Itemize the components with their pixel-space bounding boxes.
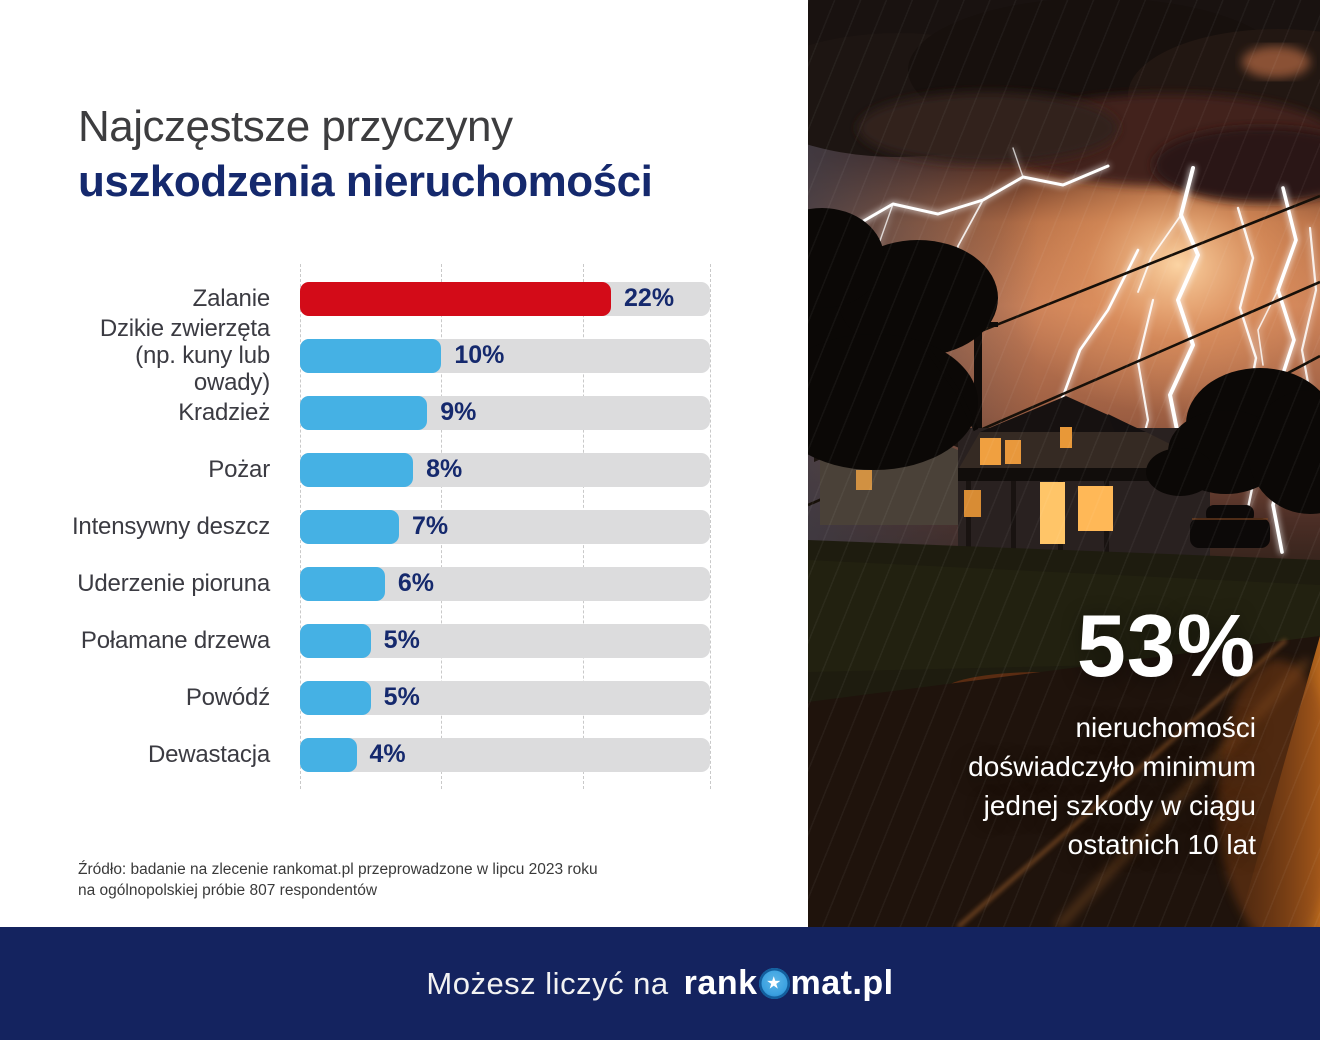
bar-track: 7% <box>300 509 710 544</box>
bar-track: 10% <box>300 338 710 373</box>
bar-value-label: 9% <box>440 397 477 426</box>
storm-clouds <box>808 0 1320 203</box>
bar-value-label: 8% <box>426 454 463 483</box>
logo-circle: ★ <box>758 968 790 999</box>
bar-fill <box>300 680 371 715</box>
bar-category-label: Zalanie <box>192 285 271 312</box>
bar-value-label: 6% <box>397 568 434 597</box>
tree-silhouettes <box>808 208 1320 514</box>
logo-text-prefix: rank <box>683 964 758 1002</box>
bar-category-label: Powódź <box>185 684 270 711</box>
bar-value-label: 22% <box>624 283 675 312</box>
bar-track: 5% <box>300 680 710 715</box>
wet-road <box>808 636 1320 927</box>
bar-track: 6% <box>300 566 710 601</box>
title-line-2: uszkodzenia nieruchomości <box>78 157 653 207</box>
bar-fill <box>300 338 442 373</box>
bar-category-label: Dzikie zwierzęta (np. kuny lub owady) <box>99 315 270 396</box>
bar-value-label: 5% <box>383 682 420 711</box>
bar-track: 22% <box>300 281 710 316</box>
stat-value: 53% <box>1076 596 1256 695</box>
bar-fill <box>300 509 399 544</box>
bar-fill <box>300 452 414 487</box>
bar-fill <box>300 737 357 772</box>
chart-row: Intensywny deszcz 7% <box>60 498 710 555</box>
bar-track: 4% <box>300 737 710 772</box>
bar-track: 5% <box>300 623 710 658</box>
star-icon: ★ <box>766 973 782 993</box>
chart-panel: Najczęstsze przyczyny uszkodzenia nieruc… <box>60 99 711 901</box>
stat-line: doświadczyło minimum <box>968 751 1256 782</box>
storm-photo: 53% nieruchomości doświadczyło minimum j… <box>808 0 1320 927</box>
stat-line: jednej szkody w ciągu <box>983 790 1256 821</box>
gridline <box>710 264 711 789</box>
chart-row: Połamane drzewa 5% <box>60 612 710 669</box>
bar-category-label: Intensywny deszcz <box>71 513 270 540</box>
bar-fill <box>300 395 428 430</box>
car-silhouette <box>1190 505 1270 548</box>
bar-category-label: Uderzenie pioruna <box>77 570 270 597</box>
stat-block: 53% nieruchomości doświadczyło minimum j… <box>968 598 1256 864</box>
page-title: Najczęstsze przyczyny uszkodzenia nieruc… <box>78 99 653 209</box>
bar-value-label: 7% <box>411 511 449 540</box>
stat-line: ostatnich 10 lat <box>1067 829 1256 860</box>
title-line-1: Najczęstsze przyczyny <box>78 102 513 152</box>
bar-category-label: Pożar <box>208 456 270 483</box>
bar-fill <box>300 623 371 658</box>
bar-category-label: Kradzież <box>178 399 270 426</box>
bar-fill <box>300 566 385 601</box>
source-line-1: Źródło: badanie na zlecenie rankomat.pl … <box>78 860 598 878</box>
bar-category-label: Dewastacja <box>147 741 270 768</box>
chart-row: Powódź 5% <box>60 669 710 726</box>
chart-rows: Zalanie 22% Dzikie zwierzęta (np. kuny lu… <box>60 270 710 783</box>
chart-row: Pożar 8% <box>60 441 710 498</box>
bar-fill <box>300 281 612 316</box>
bar-category-label: Połamane drzewa <box>80 627 270 654</box>
footer-tagline: Możesz liczyć na <box>426 965 669 1001</box>
bar-track: 8% <box>300 452 710 487</box>
chart-row: Kradzież 9% <box>60 384 710 441</box>
bar-value-label: 10% <box>454 340 505 369</box>
rankomat-logo: rank ★ mat.pl <box>684 964 894 1003</box>
stat-text: nieruchomości doświadczyło minimum jedne… <box>968 708 1256 864</box>
bar-value-label: 4% <box>369 739 406 768</box>
chart-row: Uderzenie pioruna 6% <box>60 555 710 612</box>
chart-row: Zalanie 22% <box>60 270 710 327</box>
logo-text-suffix: mat.pl <box>790 964 894 1002</box>
chart-row: Dzikie zwierzęta (np. kuny lub owady) 10% <box>60 315 710 396</box>
stat-line: nieruchomości <box>1075 712 1256 743</box>
source-note: Źródło: badanie na zlecenie rankomat.pl … <box>78 859 598 901</box>
bar-value-label: 5% <box>383 625 420 654</box>
bar-chart: Zalanie 22% Dzikie zwierzęta (np. kuny lu… <box>60 264 711 789</box>
source-line-2: na ogólnopolskiej próbie 807 respondentó… <box>78 881 378 899</box>
bar-track: 9% <box>300 395 710 430</box>
chart-row: Dewastacja 4% <box>60 726 710 783</box>
storm-photo-art <box>808 0 1320 927</box>
footer-banner: Możesz liczyć na rank ★ mat.pl <box>0 927 1320 1040</box>
